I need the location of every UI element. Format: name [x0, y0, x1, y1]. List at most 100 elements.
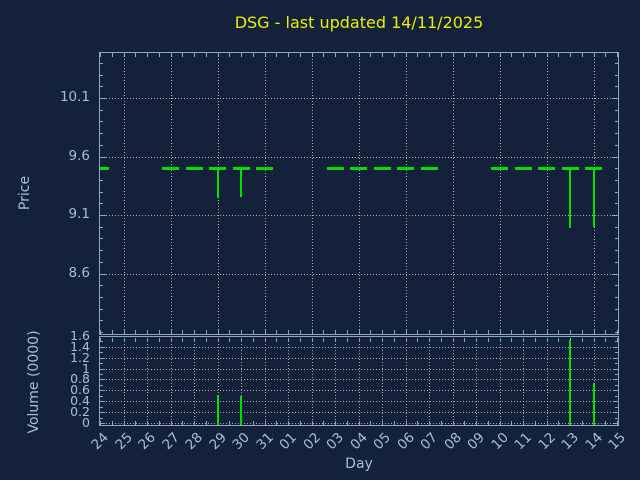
axis-tick-x — [253, 338, 254, 342]
volume-tick-label: 0 — [82, 415, 90, 430]
axis-tick-x — [182, 338, 183, 342]
axis-tick-x — [171, 53, 172, 57]
axis-tick-x — [382, 421, 383, 425]
axis-tick-x — [382, 338, 383, 342]
volume-gridline-v — [171, 338, 172, 426]
volume-bar — [217, 395, 219, 425]
price-close-dash — [515, 167, 532, 170]
volume-gridline-v — [359, 338, 360, 426]
volume-gridline-v — [382, 338, 383, 426]
axis-tick-x — [605, 53, 606, 57]
axis-tick-x — [382, 330, 383, 334]
axis-tick-x — [359, 330, 360, 334]
price-close-dash — [100, 167, 109, 170]
axis-tick-x — [488, 421, 489, 425]
chart-title: DSG - last updated 14/11/2025 — [234, 13, 484, 32]
axis-tick-x — [194, 421, 195, 425]
price-close-dash — [186, 167, 203, 170]
axis-tick-x — [464, 53, 465, 57]
axis-tick-x — [500, 421, 501, 425]
axis-tick-y — [100, 262, 103, 263]
axis-tick-y — [100, 374, 103, 375]
axis-tick-x — [441, 338, 442, 342]
axis-tick-y — [615, 341, 618, 342]
axis-tick-x — [594, 53, 595, 57]
axis-tick-x — [594, 330, 595, 334]
axis-tick-x — [229, 330, 230, 334]
volume-bar — [593, 383, 595, 425]
axis-tick-y — [613, 423, 618, 424]
price-tick-label: 9.1 — [68, 206, 90, 222]
axis-tick-y — [615, 145, 618, 146]
axis-tick-y — [100, 145, 103, 146]
volume-gridline-v — [429, 338, 430, 426]
volume-tick-label: 1.4 — [70, 339, 90, 354]
axis-tick-y — [615, 133, 618, 134]
axis-tick-x — [265, 421, 266, 425]
price-close-dash — [491, 167, 508, 170]
axis-tick-x — [323, 53, 324, 57]
axis-tick-x — [594, 338, 595, 342]
price-close-dash — [327, 167, 344, 170]
axis-tick-y — [615, 180, 618, 181]
price-low-wick — [593, 168, 595, 227]
volume-gridline-v — [218, 338, 219, 426]
axis-tick-y — [615, 352, 618, 353]
axis-tick-y — [615, 332, 618, 333]
axis-tick-x — [312, 338, 313, 342]
axis-tick-y — [615, 374, 618, 375]
price-gridline-v — [359, 53, 360, 335]
price-gridline-v — [547, 53, 548, 335]
axis-tick-x — [523, 330, 524, 334]
axis-tick-y — [615, 86, 618, 87]
axis-tick-x — [171, 421, 172, 425]
axis-tick-y — [615, 227, 618, 228]
axis-tick-x — [147, 330, 148, 334]
axis-tick-x — [300, 330, 301, 334]
axis-tick-x — [547, 53, 548, 57]
axis-tick-x — [582, 338, 583, 342]
axis-tick-y — [100, 98, 106, 99]
price-gridline-v — [406, 53, 407, 335]
axis-tick-y — [615, 250, 618, 251]
axis-tick-y — [615, 110, 618, 111]
axis-tick-x — [523, 53, 524, 57]
axis-tick-y — [100, 401, 105, 402]
axis-tick-y — [100, 121, 103, 122]
axis-tick-x — [288, 338, 289, 342]
axis-tick-x — [229, 421, 230, 425]
volume-bar — [569, 340, 571, 425]
axis-tick-x — [476, 421, 477, 425]
axis-tick-x — [312, 53, 313, 57]
axis-tick-x — [429, 421, 430, 425]
axis-tick-x — [547, 421, 548, 425]
axis-tick-x — [547, 330, 548, 334]
axis-tick-x — [476, 338, 477, 342]
axis-tick-x — [171, 338, 172, 342]
price-tick-label: 9.6 — [68, 148, 90, 164]
axis-tick-x — [617, 338, 618, 342]
volume-gridline-v — [523, 338, 524, 426]
axis-tick-x — [359, 53, 360, 57]
axis-tick-x — [135, 421, 136, 425]
price-tick-label: 10.1 — [59, 89, 90, 105]
axis-tick-y — [100, 358, 105, 359]
axis-tick-x — [253, 53, 254, 57]
day-axis-label: Day — [345, 456, 373, 472]
price-axis-label: Price — [17, 175, 33, 211]
axis-tick-y — [100, 412, 105, 413]
axis-tick-x — [370, 53, 371, 57]
axis-tick-x — [159, 330, 160, 334]
axis-tick-x — [347, 338, 348, 342]
axis-tick-x — [276, 421, 277, 425]
axis-tick-x — [605, 338, 606, 342]
axis-tick-x — [276, 330, 277, 334]
axis-tick-x — [558, 421, 559, 425]
axis-tick-y — [615, 262, 618, 263]
volume-bar — [240, 396, 242, 425]
price-low-wick — [569, 168, 571, 228]
axis-tick-y — [100, 110, 103, 111]
axis-tick-x — [347, 421, 348, 425]
axis-tick-y — [613, 412, 618, 413]
